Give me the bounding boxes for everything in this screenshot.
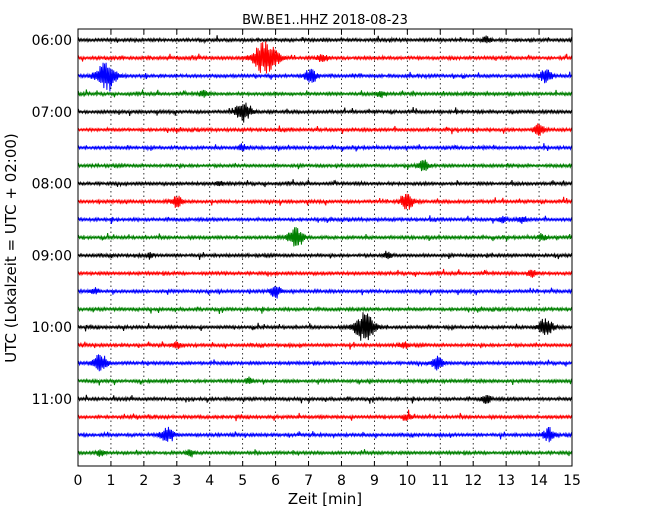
x-tick-label: 3 xyxy=(172,473,181,489)
trace-line xyxy=(77,250,573,260)
x-tick-label: 2 xyxy=(139,473,148,489)
trace-line xyxy=(77,354,573,372)
y-tick-label: 10:00 xyxy=(32,320,72,336)
trace-line xyxy=(77,193,573,210)
y-tick-label: 08:00 xyxy=(32,177,72,193)
trace-line xyxy=(77,268,573,278)
x-tick-label: 4 xyxy=(205,473,214,489)
x-tick-label: 10 xyxy=(398,473,416,489)
x-tick-label: 12 xyxy=(464,473,482,489)
trace-line xyxy=(77,340,573,350)
y-tick-label: 09:00 xyxy=(32,248,72,264)
y-tick-label: 11:00 xyxy=(32,392,72,408)
x-tick-label: 5 xyxy=(238,473,247,489)
x-tick-label: 6 xyxy=(271,473,280,489)
trace-line xyxy=(77,159,573,172)
grid-lines xyxy=(110,29,540,466)
x-tick-label: 1 xyxy=(106,473,115,489)
x-tick-label: 13 xyxy=(497,473,515,489)
trace-line xyxy=(77,35,573,45)
trace-line xyxy=(77,286,573,299)
trace-line xyxy=(77,376,573,386)
trace-line xyxy=(77,123,573,136)
x-tick-label: 7 xyxy=(304,473,313,489)
trace-line xyxy=(77,179,573,188)
trace-line xyxy=(77,227,573,247)
trace-line xyxy=(77,426,573,443)
y-tick-label: 07:00 xyxy=(32,105,72,121)
trace-line xyxy=(77,305,573,315)
y-axis: 06:00 07:00 08:00 09:00 10:00 11:00 xyxy=(32,33,572,408)
y-axis-title: UTC (Lokalzeit = UTC + 02:00) xyxy=(2,133,20,363)
trace-line xyxy=(77,41,573,74)
trace-line xyxy=(77,102,573,123)
trace-line xyxy=(77,394,573,404)
traces xyxy=(77,35,573,458)
trace-line xyxy=(77,312,573,341)
y-tick-label: 06:00 xyxy=(32,33,72,49)
x-tick-label: 9 xyxy=(370,473,379,489)
x-tick-label: 8 xyxy=(337,473,346,489)
trace-line xyxy=(77,62,573,92)
x-tick-label: 0 xyxy=(74,473,83,489)
x-tick-label: 14 xyxy=(530,473,548,489)
trace-line xyxy=(77,215,573,224)
x-axis-title: Zeit [min] xyxy=(288,490,362,508)
trace-line xyxy=(77,89,573,99)
x-tick-label: 15 xyxy=(563,473,581,489)
trace-line xyxy=(77,409,573,422)
chart-title: BW.BE1..HHZ 2018-08-23 xyxy=(242,13,408,28)
trace-line xyxy=(77,143,573,152)
x-axis: 0 1 2 3 4 5 6 7 8 9 10 11 12 13 14 15 xyxy=(74,29,581,489)
plot-frame xyxy=(77,28,573,467)
x-tick-label: 11 xyxy=(431,473,449,489)
trace-line xyxy=(77,449,573,458)
